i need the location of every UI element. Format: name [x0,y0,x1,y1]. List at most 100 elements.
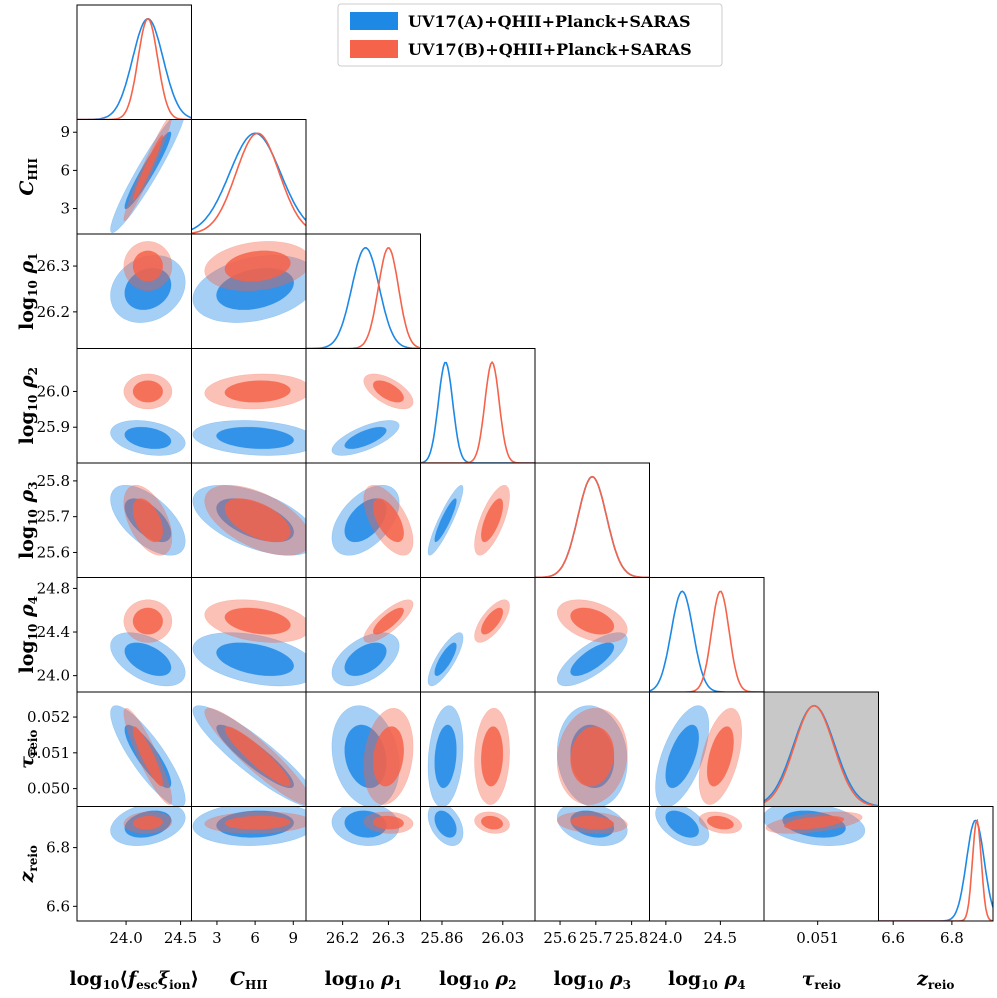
marginal-b-z [878,818,993,921]
panel-content [331,484,414,556]
panel-r2-c [191,348,307,464]
panel-r4-r4 [649,577,765,693]
contour-b-68 [224,380,291,403]
y-tick-label: 25.9 [37,418,70,436]
x-axis-label-tau: τreio [802,968,841,992]
marginal-b-tau [764,704,879,807]
panel-content [191,132,306,234]
legend-label-b: UV17(B)+QHII+Planck+SARAS [408,40,692,59]
x-tick-label: 25.86 [420,929,463,947]
contour-b-68 [706,726,734,787]
panel-r1-r1 [305,233,421,349]
y-tick-label: 24.8 [37,579,70,597]
panel-frame [878,806,994,922]
y-tick-label: 9 [60,123,70,141]
contour-b-68 [224,250,291,282]
panel-content [110,806,186,846]
y-tick-label: 6.8 [46,839,70,857]
contour-a-68 [434,724,457,789]
panel-z-f: 6.6 6.8 24.0 24.5 [46,806,197,947]
y-tick-label: 3 [60,200,70,218]
panel-content [77,17,192,120]
panel-f-f [76,4,192,120]
panel-r3-c [191,462,307,578]
x-axis-label-r4: log10 ρ4 [668,968,746,992]
panel-content [420,360,535,463]
y-axis-label-r1: log10 ρ1 [16,252,40,330]
y-axis-label-c: CHII [16,158,40,196]
x-tick-label: 3 [212,929,222,947]
contour-a-68 [665,724,700,789]
y-tick-label: 6 [60,161,70,179]
y-axis-label-z: zreio [16,845,40,883]
contour-a-68 [216,642,295,677]
x-tick-label: 9 [289,929,299,947]
panel-content [331,806,414,846]
panel-content [556,705,628,807]
y-tick-label: 26.2 [37,303,70,321]
y-axis-label-r4: log10 ρ4 [16,596,40,674]
y-tick-label: 24.0 [37,667,70,685]
legend-frame [337,3,723,67]
marginal-b-r1 [306,247,421,349]
x-tick-label: 25.6 [543,929,576,947]
panel-content [764,806,866,846]
panel-content [192,599,306,687]
panel-content [110,599,186,687]
x-axis-label-r1: log10 ρ1 [324,968,402,992]
panel-content [331,705,414,807]
contour-b-68 [570,607,615,635]
legend: UV17(A)+QHII+Planck+SARAS UV17(B)+QHII+P… [337,3,723,67]
panel-tau-r4 [649,691,765,807]
contour-b-68 [372,380,405,403]
legend-label-a: UV17(A)+QHII+Planck+SARAS [408,12,691,31]
x-tick-label: 24.5 [704,929,737,947]
contour-b-68 [480,607,504,635]
x-tick-label: 6.6 [881,929,905,947]
contour-b-68 [224,726,291,787]
panel-content [110,119,184,233]
panel-tau-r3 [534,691,650,807]
panel-content [192,484,306,556]
panel-frame [305,233,421,349]
panel-r4-r3 [534,577,650,693]
marginal-b-c [191,132,306,234]
axis-labels: log10⟨fescξion⟩ CHII log10 ρ1 log10 ρ2 log10… [16,158,954,992]
panel-content [192,241,306,323]
marginal-a-r3 [535,475,650,578]
legend-swatch-b [350,40,398,58]
y-tick-label: 24.4 [37,623,70,641]
panel-z-r4: 24.0 24.5 [649,806,765,947]
panel-content [878,818,993,921]
panel-z-r3: 25.6 25.7 25.8 [534,806,650,947]
x-tick-label: 24.0 [109,929,142,947]
panel-content [556,599,628,687]
panel-content [192,705,306,807]
panel-r1-c [191,233,307,349]
panel-z-c: 3 6 9 [191,806,307,947]
x-tick-label: 24.5 [164,929,197,947]
marginal-a-r1 [306,246,421,349]
panel-r3-r2 [420,462,536,578]
panel-r4-f: 24.0 24.4 24.8 [37,577,192,693]
contour-b-68 [480,726,504,787]
marginal-a-c [191,132,306,231]
x-axis-label-f: log10⟨fescξion⟩ [69,968,199,992]
panel-content [110,241,186,323]
panel-content [649,590,764,692]
contour-b-68 [224,815,291,830]
marginal-a-f [77,17,192,120]
contour-b-68 [372,815,405,830]
panel-content [306,246,421,349]
shaded-panel-bg [764,692,879,807]
panel-r3-r1 [305,462,421,578]
contour-a-68 [434,810,457,838]
x-tick-label: 26.3 [372,929,405,947]
panel-content [556,806,628,846]
panel-r2-r2 [420,348,536,464]
panel-content [192,806,306,846]
panel-tau-r1 [305,691,421,807]
x-axis-label-z: zreio [916,968,954,992]
panel-c-f: 3 6 9 [60,119,192,235]
panel-frame [649,577,765,693]
